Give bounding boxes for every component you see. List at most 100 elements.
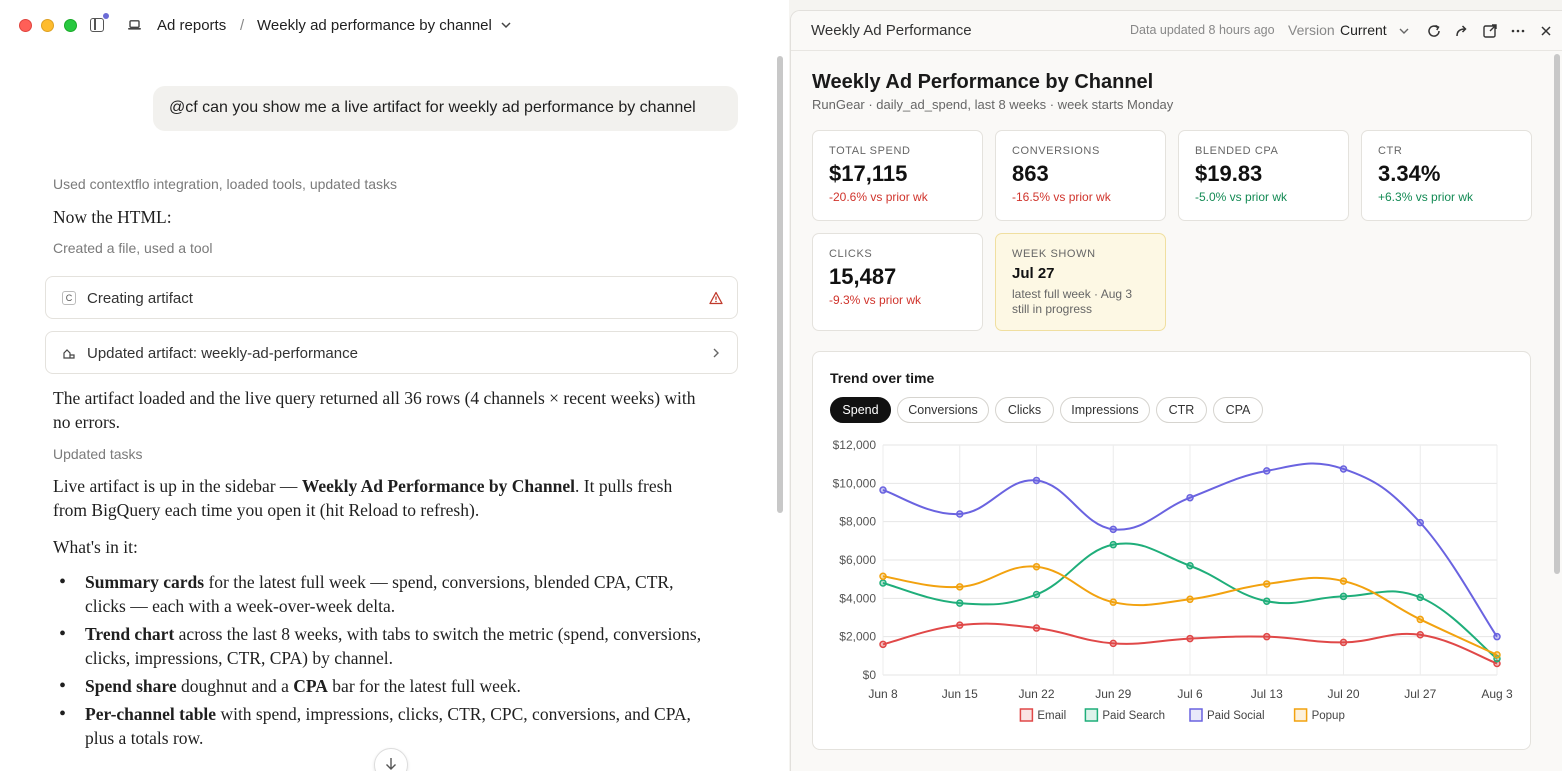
data-point-popup [1263,580,1271,588]
tool-call-creating-artifact[interactable]: C Creating artifact [45,276,738,319]
reload-icon[interactable] [1426,23,1442,39]
x-tick-label: Jul 20 [1327,687,1359,701]
tool-summary[interactable]: Updated tasks [53,446,143,462]
trend-chart-card: Trend over time Spend Conversions Clicks… [812,351,1531,750]
chevron-right-icon [713,348,719,358]
card-value: 15,487 [829,264,897,289]
chevron-down-icon[interactable] [500,19,512,31]
card-label: CTR [1378,145,1403,157]
breadcrumb-separator: / [240,17,245,34]
data-point-email [1263,632,1271,641]
tab-cpa[interactable]: CPA [1213,397,1263,423]
artifact-panel: Weekly Ad Performance Data updated 8 hou… [790,10,1562,771]
list-item: Summary cards for the latest full week —… [53,570,703,618]
breadcrumb-current[interactable]: Weekly ad performance by channel [257,17,492,34]
card-label: CLICKS [829,248,873,260]
data-point-paid-search [1339,592,1348,601]
scrollbar[interactable] [777,56,783,513]
data-point-paid-social [1263,467,1271,475]
tab-clicks[interactable]: Clicks [995,397,1054,423]
tab-impressions[interactable]: Impressions [1060,397,1150,423]
summary-card-clicks: CLICKS 15,487 -9.3% vs prior wk [812,233,983,331]
maximize-window-button[interactable] [64,19,77,32]
series-line-paid-search [882,542,1498,660]
list-item: Spend share doughnut and a CPA bar for t… [53,674,703,698]
series-line-paid-social [882,462,1498,638]
chevron-down-icon[interactable] [1396,23,1412,39]
feature-list: Summary cards for the latest full week —… [53,570,703,754]
card-delta: +6.3% vs prior wk [1378,190,1474,204]
data-point-popup [879,572,887,581]
summary-card-conversions: CONVERSIONS 863 -16.5% vs prior wk [995,130,1166,221]
trend-line-chart: $0 $2,000 $4,000 $6,000 $8,000 $10,000 $12,000… [833,438,1513,722]
close-window-button[interactable] [19,19,32,32]
tool-call-label: Creating artifact [87,290,193,307]
legend-label: Paid Social [1207,710,1265,722]
data-point-paid-search [1109,540,1117,549]
summary-card-total-spend: TOTAL SPEND $17,115 -20.6% vs prior wk [812,130,983,221]
tool-summary[interactable]: Created a file, used a tool [53,240,213,256]
sidebar-toggle-icon[interactable] [90,18,104,32]
data-point-paid-social [1032,476,1041,485]
tab-conversions[interactable]: Conversions [897,397,989,423]
artifact-title: Weekly Ad Performance [811,22,972,39]
data-point-email [1186,634,1194,643]
card-value: 863 [1012,161,1049,186]
x-tick-label: Jun 15 [942,687,978,701]
assistant-text: Now the HTML: [53,207,172,227]
chart-title: Trend over time [830,370,935,386]
tab-ctr[interactable]: CTR [1156,397,1207,423]
summary-card-blended-cpa: BLENDED CPA $19.83 -5.0% vs prior wk [1178,130,1349,221]
y-tick-label: $6,000 [839,553,876,567]
week-shown-card: WEEK SHOWN Jul 27 latest full week · Aug… [995,233,1166,331]
data-point-paid-search [1032,590,1041,599]
close-icon[interactable] [1538,23,1554,39]
tool-summary[interactable]: Used contextflo integration, loaded tool… [53,176,397,192]
data-point-email [1339,638,1348,647]
version-select[interactable]: Current [1340,22,1387,38]
tool-call-updated-artifact[interactable]: Updated artifact: weekly-ad-performance [45,331,738,374]
x-tick-label: Aug 3 [1481,687,1513,701]
warning-icon [709,291,723,305]
share-icon[interactable] [1454,23,1470,39]
x-tick-label: Jul 27 [1404,687,1436,701]
dashboard-title: Weekly Ad Performance by Channel [812,71,1154,93]
list-item: Trend chart across the last 8 weeks, wit… [53,622,703,670]
minimize-window-button[interactable] [41,19,54,32]
data-point-popup [1493,651,1501,659]
data-point-paid-social [956,510,964,518]
chat-pane: Ad reports / Weekly ad performance by ch… [0,0,789,771]
assistant-text: What's in it: [53,537,138,557]
x-tick-label: Jun 29 [1095,687,1131,701]
y-tick-label: $12,000 [833,438,877,452]
data-point-popup [956,583,964,591]
data-point-paid-social [1339,465,1348,473]
laptop-icon [128,20,141,30]
open-external-icon[interactable] [1482,23,1498,39]
data-point-email [1416,631,1424,639]
series-line-email [882,622,1498,665]
data-point-email [1109,639,1117,648]
card-delta: -20.6% vs prior wk [829,190,928,204]
x-tick-label: Jun 8 [868,687,898,701]
legend-swatch [1293,708,1308,722]
breadcrumb-root[interactable]: Ad reports [157,17,227,34]
arrow-down-icon [386,758,396,770]
artifact-icon [63,349,75,359]
assistant-text: Live artifact is up in the sidebar — Wee… [53,476,673,520]
notification-dot [103,13,109,19]
card-label: TOTAL SPEND [829,145,911,157]
data-point-email [956,621,964,629]
y-tick-label: $10,000 [833,476,877,490]
card-value: $17,115 [829,161,908,186]
tab-spend[interactable]: Spend [830,397,891,423]
data-point-paid-social [1109,525,1117,534]
legend-label: Popup [1312,710,1345,722]
title-bar: Ad reports / Weekly ad performance by ch… [0,0,789,52]
legend-swatch [1189,708,1203,722]
more-options-icon[interactable] [1510,23,1526,39]
data-point-popup [1339,577,1348,585]
data-point-paid-search [1186,562,1194,570]
data-point-paid-search [956,599,964,607]
scrollbar[interactable] [1554,54,1560,574]
